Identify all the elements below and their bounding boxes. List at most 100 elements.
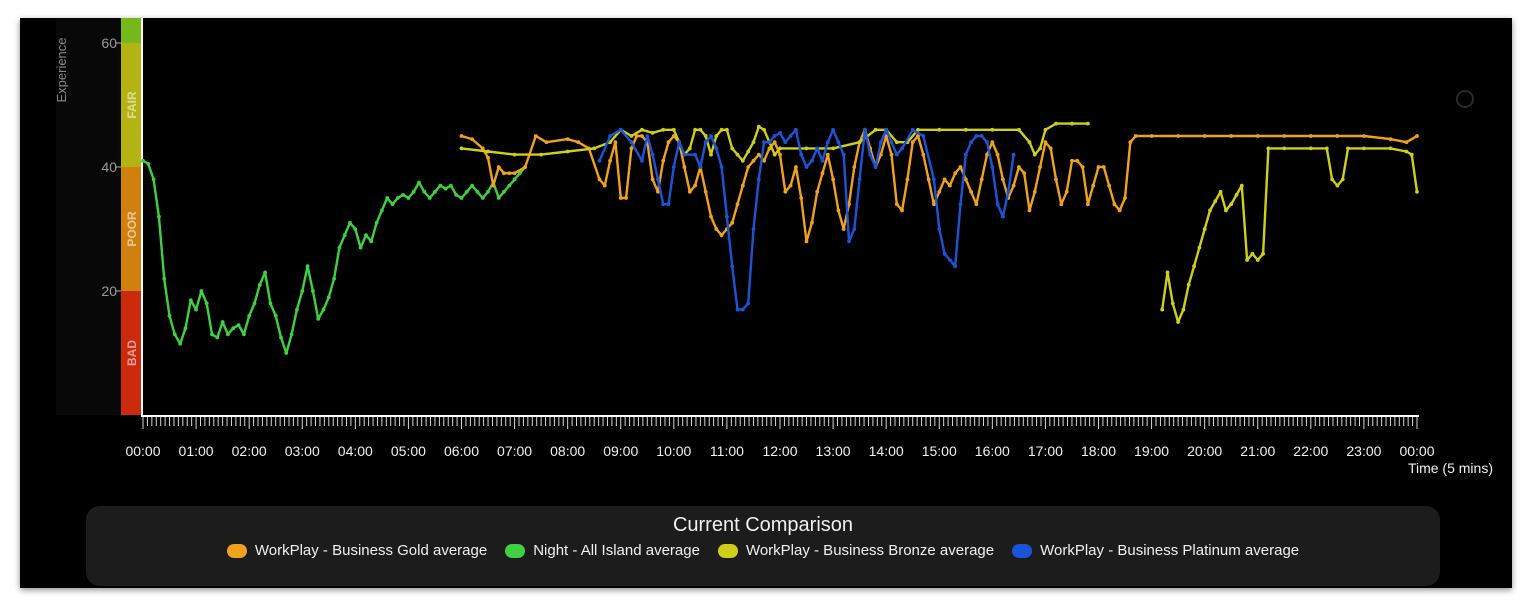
data-point — [401, 193, 405, 197]
data-point — [857, 140, 862, 145]
data-point — [1006, 189, 1011, 194]
data-point — [475, 189, 480, 194]
data-point — [1340, 177, 1345, 182]
data-point — [884, 127, 889, 132]
data-point — [815, 189, 820, 194]
data-point — [778, 146, 782, 151]
data-point — [990, 165, 995, 169]
data-point — [1330, 177, 1334, 182]
legend-item[interactable]: WorkPlay - Business Bronze average — [717, 542, 995, 559]
data-point — [613, 140, 618, 145]
data-point — [794, 165, 798, 169]
data-point — [714, 146, 719, 151]
data-point — [1282, 146, 1287, 151]
data-point — [1001, 214, 1005, 219]
data-point — [788, 134, 793, 138]
data-point — [502, 189, 506, 194]
data-point — [762, 127, 766, 132]
data-point — [433, 189, 437, 194]
legend-item[interactable]: WorkPlay - Business Platinum average — [1012, 542, 1299, 559]
data-point — [921, 152, 926, 157]
y-tick-label: 60 — [101, 35, 117, 51]
data-point — [544, 140, 549, 145]
data-point — [1202, 134, 1207, 138]
x-tick-label: 23:00 — [1346, 443, 1381, 459]
data-point — [1346, 146, 1350, 151]
data-point — [868, 152, 873, 157]
data-point — [783, 189, 788, 194]
data-point — [963, 177, 968, 182]
data-point — [682, 165, 687, 169]
data-point — [815, 146, 820, 151]
settings-gear-icon[interactable] — [1456, 90, 1474, 108]
x-tick-label: 03:00 — [285, 443, 320, 459]
data-point — [799, 152, 804, 157]
data-point — [656, 177, 660, 182]
data-point — [756, 177, 761, 182]
data-point — [958, 202, 963, 207]
data-point — [709, 214, 713, 219]
data-point — [1133, 134, 1138, 138]
x-tick-label: 01:00 — [179, 443, 214, 459]
legend-item[interactable]: Night - All Island average — [505, 542, 700, 559]
data-point — [157, 214, 161, 219]
data-point — [204, 301, 209, 306]
data-point — [995, 202, 1000, 207]
data-point — [236, 323, 241, 327]
data-point — [937, 127, 942, 132]
data-point — [831, 127, 835, 132]
data-point — [894, 140, 899, 145]
data-point — [268, 301, 273, 306]
data-point — [502, 171, 506, 176]
data-point — [852, 227, 857, 231]
data-point — [820, 158, 825, 163]
data-point — [847, 239, 851, 244]
data-point — [1075, 158, 1080, 163]
data-point — [332, 276, 336, 281]
data-point — [693, 127, 697, 132]
x-tick-label: 17:00 — [1028, 443, 1063, 459]
y-axis-label: Experience — [54, 37, 69, 102]
legend-item[interactable]: WorkPlay - Business Gold average — [226, 542, 487, 559]
data-point — [725, 214, 729, 219]
data-point — [1229, 202, 1234, 207]
y-axis-background — [56, 18, 121, 415]
chart-panel: BAD POOR FAIR Experience 20 40 60 Time (5 mi… — [20, 18, 1512, 588]
data-point — [948, 183, 952, 188]
data-point — [698, 165, 703, 169]
data-point — [879, 152, 883, 157]
x-tick-label: 16:00 — [975, 443, 1010, 459]
quality-band-bad — [121, 291, 141, 415]
data-point — [523, 165, 528, 169]
data-point — [300, 289, 305, 293]
data-point — [533, 134, 538, 138]
data-point — [305, 264, 310, 269]
data-point — [778, 131, 782, 135]
data-point — [969, 189, 973, 194]
data-point — [873, 165, 878, 169]
series-lines — [141, 121, 1419, 355]
data-point — [1038, 146, 1042, 151]
data-point — [661, 158, 666, 163]
legend-label: Night - All Island average — [533, 542, 700, 559]
data-point — [1176, 134, 1180, 138]
data-point — [661, 202, 666, 207]
data-point — [565, 137, 570, 141]
series-workplay-business-platinum-average — [597, 127, 1016, 312]
legend-label: WorkPlay - Business Platinum average — [1040, 542, 1300, 559]
data-point — [411, 189, 416, 194]
data-point — [926, 177, 931, 182]
data-point — [714, 134, 719, 138]
data-point — [1017, 165, 1021, 169]
data-point — [1112, 202, 1117, 207]
data-point — [756, 124, 761, 129]
data-point — [693, 152, 697, 157]
data-point — [1096, 165, 1101, 169]
data-point — [990, 140, 995, 145]
quality-band-excellent — [121, 18, 141, 43]
data-point — [1282, 134, 1287, 138]
legend-label: WorkPlay - Business Bronze average — [745, 542, 995, 559]
data-point — [634, 134, 639, 138]
data-point — [279, 335, 283, 340]
data-point — [167, 313, 172, 318]
